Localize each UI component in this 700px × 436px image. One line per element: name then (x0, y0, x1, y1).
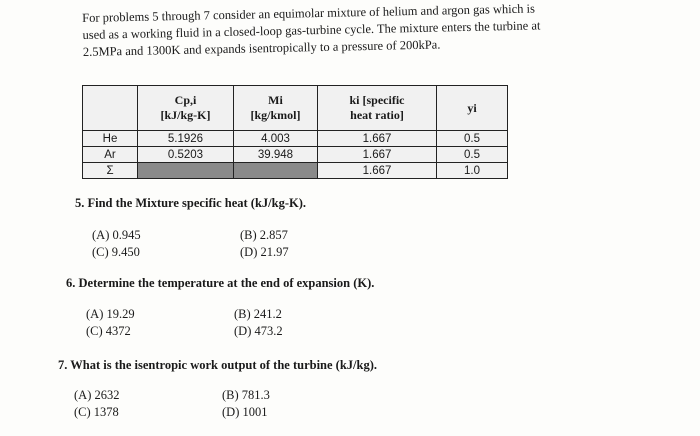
option: (B) 2.857 (240, 228, 288, 243)
option-value: 473.2 (254, 324, 283, 338)
table-cell: 39.948 (233, 146, 318, 163)
header-cell (82, 85, 138, 131)
header-cell: Cp,i [kJ/kg-K] (137, 85, 234, 131)
header-row: Cp,i [kJ/kg-K] Mi [kg/kmol] ki [specific heat… (82, 85, 508, 131)
option: (B) 781.3 (222, 388, 270, 403)
table-cell: 1.0 (436, 162, 508, 179)
question-number: 5. (75, 196, 85, 210)
option: (D) 1001 (222, 405, 267, 420)
header-text: Cp,i (174, 93, 197, 107)
option-letter: (B) (222, 388, 239, 402)
empty-cell (137, 162, 234, 179)
option: (D) 473.2 (234, 324, 283, 339)
option-value: 21.97 (260, 245, 289, 259)
header-text: ki [specific (349, 93, 405, 107)
header-text: [kg/kmol] (250, 108, 301, 122)
option-value: 1001 (242, 405, 268, 419)
option-value: 2.857 (259, 228, 288, 242)
header-cell: ki [specific heat ratio] (317, 85, 437, 131)
option: (A) 0.945 (92, 228, 141, 243)
option: (B) 241.2 (234, 307, 282, 322)
table-cell: Ar (82, 146, 138, 163)
header-cell: yi (436, 85, 508, 131)
table-cell: Σ (82, 162, 138, 179)
question-text: Determine the temperature at the end of … (78, 276, 375, 290)
table-cell: 1.667 (317, 146, 437, 163)
option: (A) 19.29 (86, 307, 135, 322)
table-cell: He (82, 130, 138, 147)
option: (C) 4372 (86, 324, 131, 339)
table-row: Σ 1.667 1.0 (82, 162, 508, 179)
header-text: Mi (268, 93, 283, 107)
option-letter: (B) (240, 228, 257, 242)
question: 6. Determine the temperature at the end … (66, 276, 374, 291)
option: (C) 1378 (74, 405, 119, 420)
question: 5. Find the Mixture specific heat (kJ/kg… (75, 196, 306, 211)
option-value: 781.3 (241, 388, 270, 402)
property-table: Cp,i [kJ/kg-K] Mi [kg/kmol] ki [specific heat… (82, 85, 508, 179)
option-value: 0.945 (112, 228, 141, 242)
option-letter: (A) (92, 228, 110, 242)
option-value: 19.29 (106, 307, 135, 321)
table-row: He 5.1926 4.003 1.667 0.5 (82, 130, 508, 147)
option-value: 241.2 (253, 307, 282, 321)
table-cell: 0.5 (436, 146, 508, 163)
option-value: 1378 (93, 405, 119, 419)
intro: For problems 5 through 7 consider an equ… (82, 0, 541, 61)
option-value: 9.450 (111, 245, 140, 259)
question-number: 7. (58, 358, 68, 372)
option-value: 2632 (94, 388, 120, 402)
table-cell: 1.667 (317, 162, 437, 179)
option: (A) 2632 (74, 388, 119, 403)
option-letter: (D) (222, 405, 240, 419)
question: 7. What is the isentropic work output of… (58, 358, 377, 373)
option-letter: (A) (86, 307, 104, 321)
option-letter: (A) (74, 388, 92, 402)
table-row: Ar 0.5203 39.948 1.667 0.5 (82, 146, 508, 163)
header-cell: Mi [kg/kmol] (233, 85, 318, 131)
header-text: yi (467, 100, 477, 115)
question-text: Find the Mixture specific heat (kJ/kg-K)… (87, 196, 307, 210)
question-number: 6. (66, 276, 76, 290)
option: (C) 9.450 (92, 245, 140, 260)
option-letter: (C) (74, 405, 91, 419)
header-text: heat ratio] (350, 108, 404, 122)
option-letter: (B) (234, 307, 251, 321)
table-cell: 1.667 (317, 130, 437, 147)
table-cell: 0.5 (436, 130, 508, 147)
table-cell: 5.1926 (137, 130, 234, 147)
question-text: What is the isentropic work output of th… (70, 358, 378, 372)
option-letter: (C) (92, 245, 109, 259)
option-value: 4372 (105, 324, 131, 338)
option-letter: (D) (234, 324, 252, 338)
table-cell: 0.5203 (137, 146, 234, 163)
option: (D) 21.97 (240, 245, 289, 260)
empty-cell (233, 162, 318, 179)
option-letter: (D) (240, 245, 258, 259)
table-cell: 4.003 (233, 130, 318, 147)
option-letter: (C) (86, 324, 103, 338)
header-text: [kJ/kg-K] (160, 108, 211, 122)
